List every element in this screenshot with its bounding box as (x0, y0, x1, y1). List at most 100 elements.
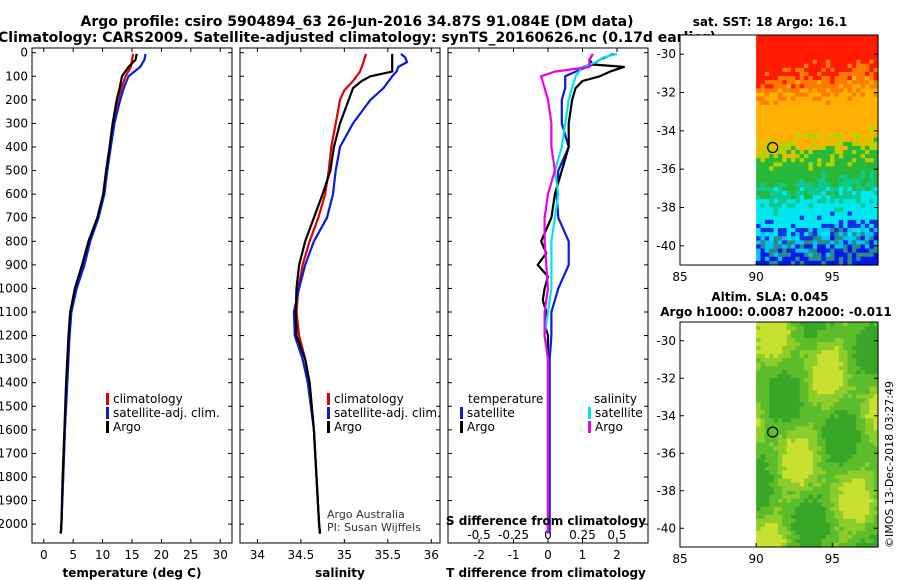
map-cell (864, 80, 870, 85)
map-cell (817, 129, 823, 135)
map-cell (764, 63, 770, 69)
map-cell (838, 211, 844, 217)
map-cell (864, 211, 870, 217)
map-cell (873, 506, 879, 512)
map-cell (834, 244, 840, 250)
map-cell (851, 354, 857, 359)
map-cell (860, 244, 866, 250)
map-cell (838, 422, 844, 428)
map-cell (804, 454, 809, 460)
map-cell (847, 438, 853, 444)
map-cell (873, 478, 879, 484)
map-cell (777, 334, 783, 339)
map-cell (843, 145, 849, 151)
map-cell (825, 63, 831, 69)
x-tick-label: 15 (124, 548, 139, 562)
map-cell (847, 358, 853, 363)
map-cell (799, 63, 805, 69)
map-cell (825, 374, 831, 379)
map-cell (851, 406, 857, 411)
map-cell (808, 39, 814, 44)
map-cell (843, 207, 849, 213)
map-cell (834, 414, 840, 420)
map-cell (830, 438, 836, 444)
map-cell (830, 370, 836, 375)
map-cell (769, 478, 775, 484)
map-cell (869, 88, 875, 94)
map-cell (769, 47, 775, 53)
map-cell (860, 199, 866, 204)
map-cell (843, 182, 849, 188)
map-cell (760, 390, 766, 395)
map-cell (830, 121, 836, 126)
map-cell (760, 478, 766, 484)
legend-climatology: climatology (113, 392, 183, 406)
map-cell (825, 84, 831, 89)
map-cell (843, 67, 849, 73)
map-cell (830, 207, 836, 213)
map-cell (812, 88, 818, 94)
map-cell (812, 108, 818, 114)
map-cell (860, 362, 866, 367)
map-cell (808, 462, 814, 468)
map-cell (817, 354, 823, 359)
map-cell (830, 35, 836, 40)
map-cell (782, 121, 788, 126)
map-cell (864, 125, 870, 131)
map-cell (873, 378, 879, 383)
map-cell (808, 47, 814, 53)
map-cell (756, 470, 762, 476)
map-cell (851, 446, 857, 452)
map-cell (873, 426, 879, 432)
map-cell (786, 137, 792, 143)
map-cell (838, 129, 844, 135)
map-cell (869, 252, 875, 258)
sst-map-title: sat. SST: 18 Argo: 16.1 (693, 15, 847, 29)
map-cell (830, 113, 836, 118)
map-cell (790, 346, 796, 351)
legend-t-argo: Argo (467, 420, 495, 434)
depth-tick-label: 1200 (0, 329, 28, 343)
map-cell (795, 334, 801, 339)
map-cell (821, 502, 827, 508)
map-cell (864, 240, 870, 246)
map-cell (777, 232, 783, 237)
map-cell (804, 174, 809, 180)
map-cell (817, 478, 823, 484)
map-cell (769, 43, 775, 48)
map-cell (843, 59, 849, 65)
map-cell (830, 470, 836, 476)
map-cell (838, 166, 844, 172)
map-cell (795, 326, 801, 331)
map-cell (847, 326, 853, 331)
map-cell (773, 71, 779, 77)
map-cell (851, 145, 857, 151)
map-cell (830, 186, 836, 192)
map-cell (782, 125, 788, 131)
map-cell (869, 199, 875, 204)
map-cell (869, 104, 875, 110)
map-cell (773, 406, 779, 411)
map-cell (808, 414, 814, 420)
map-cell (869, 418, 875, 424)
map-cell (756, 334, 762, 339)
map-cell (795, 178, 801, 184)
map-cell (764, 137, 770, 143)
map-cell (812, 350, 818, 355)
map-cell (782, 522, 788, 528)
map-cell (812, 228, 818, 233)
map-cell (795, 530, 801, 536)
map-cell (821, 362, 827, 367)
map-cell (799, 158, 805, 163)
map-cell (856, 542, 862, 548)
map-cell (821, 422, 827, 428)
map-cell (790, 186, 796, 192)
map-cell (804, 486, 809, 492)
map-cell (777, 92, 783, 98)
map-cell (869, 406, 875, 411)
map-cell (860, 35, 866, 40)
map-cell (851, 256, 857, 262)
map-cell (830, 322, 836, 327)
map-cell (804, 350, 809, 355)
map-cell (825, 338, 831, 343)
